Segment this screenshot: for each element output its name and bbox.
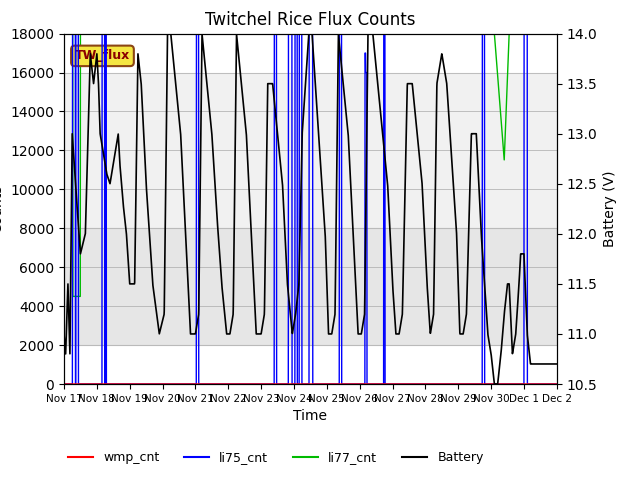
Y-axis label: Battery (V): Battery (V) (603, 170, 617, 247)
Legend: wmp_cnt, li75_cnt, li77_cnt, Battery: wmp_cnt, li75_cnt, li77_cnt, Battery (63, 446, 489, 469)
Y-axis label: Counts: Counts (0, 185, 4, 233)
Text: TW_flux: TW_flux (75, 49, 130, 62)
X-axis label: Time: Time (293, 409, 328, 423)
Title: Twitchel Rice Flux Counts: Twitchel Rice Flux Counts (205, 11, 415, 29)
Bar (64, 228, 557, 345)
Bar (64, 72, 557, 228)
